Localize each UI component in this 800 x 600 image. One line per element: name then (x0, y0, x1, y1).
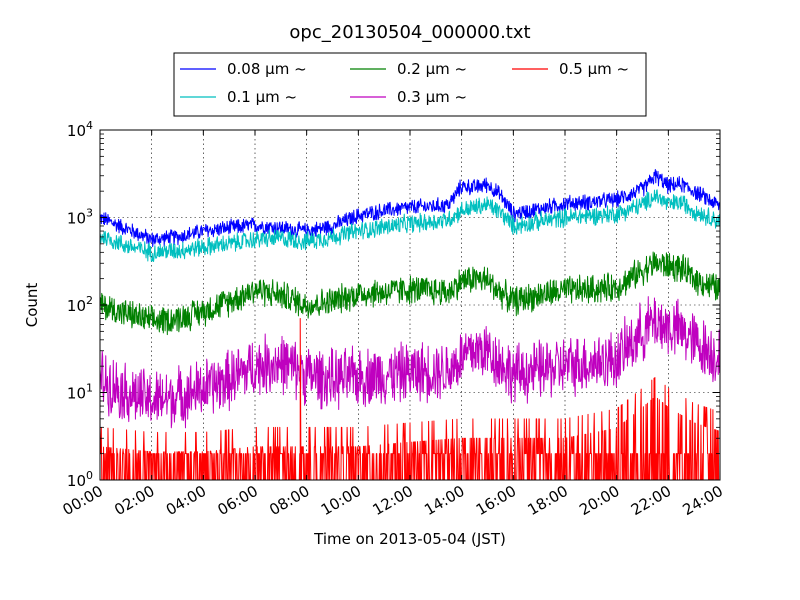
plot-frame (99, 129, 721, 481)
y-tick-labels: 100 101 102 103 104 (67, 119, 93, 490)
series-line-0.2 (99, 251, 721, 336)
x-tick-label: 10:00 (318, 482, 364, 519)
y-tick-label: 102 (67, 294, 93, 315)
x-tick-label: 08:00 (266, 482, 312, 519)
chart-title: opc_20130504_000000.txt (289, 22, 530, 43)
x-axis-label: Time on 2013-05-04 (JST) (313, 530, 506, 548)
legend-label-0.3: 0.3 μm ~ (397, 88, 467, 106)
tick-marks (99, 129, 721, 481)
x-tick-labels: 00:00 02:00 04:00 06:00 08:00 10:00 12:00 14:00… (60, 482, 726, 519)
x-tick-label: 04:00 (163, 482, 209, 519)
y-tick-label: 100 (67, 469, 93, 490)
legend-label-0.1: 0.1 μm ~ (227, 88, 297, 106)
x-tick-label: 22:00 (628, 482, 674, 519)
series-layer (99, 168, 721, 481)
x-tick-label: 02:00 (111, 482, 157, 519)
y-axis-label: Count (23, 283, 41, 328)
series-line-0.08 (99, 168, 721, 248)
series-line-0.1 (99, 189, 721, 262)
legend-items: 0.08 μm ~ 0.1 μm ~ 0.2 μm ~ 0.3 μm ~ 0.5 μm … (180, 60, 629, 106)
x-tick-label: 16:00 (473, 482, 519, 519)
x-tick-label: 06:00 (215, 482, 261, 519)
plot-area (99, 129, 721, 481)
legend-label-0.5: 0.5 μm ~ (559, 60, 629, 78)
x-tick-label: 12:00 (370, 482, 416, 519)
series-line-0.5 (99, 318, 721, 481)
y-tick-label: 101 (67, 382, 93, 403)
legend-label-0.2: 0.2 μm ~ (397, 60, 467, 78)
x-tick-label: 14:00 (421, 482, 467, 519)
legend: 0.08 μm ~ 0.1 μm ~ 0.2 μm ~ 0.3 μm ~ 0.5 μm … (173, 52, 647, 117)
series-line-0.3 (99, 296, 721, 429)
x-tick-label: 20:00 (576, 482, 622, 519)
y-tick-label: 103 (67, 207, 93, 228)
legend-label-0.08: 0.08 μm ~ (227, 60, 307, 78)
x-tick-label: 24:00 (680, 482, 726, 519)
legend-frame (173, 52, 647, 117)
x-tick-label: 18:00 (525, 482, 571, 519)
y-tick-label: 104 (67, 119, 93, 140)
